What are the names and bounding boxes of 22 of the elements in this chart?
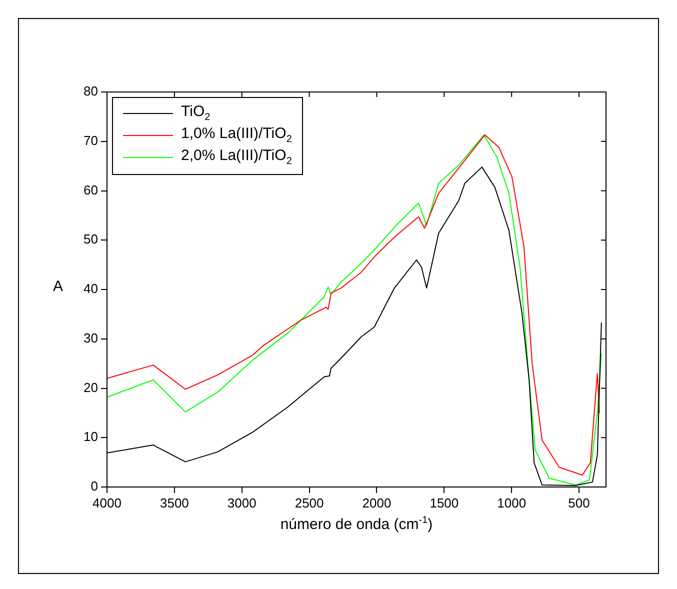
y-tick-label: 70 (84, 132, 98, 148)
legend-label: 1,0% La(III)/TiO$_{2}$ (181, 125, 292, 145)
y-tick-label: 20 (84, 380, 98, 395)
legend-label: TiO$_{2}$ (181, 103, 210, 123)
y-tick-label: 60 (84, 182, 98, 198)
y-tick-label: 80 (84, 84, 98, 99)
y-tick-label: 10 (84, 429, 98, 444)
y-tick-label: 50 (84, 232, 98, 247)
x-tick-label: 500 (568, 495, 590, 510)
x-tick-label: 2500 (294, 495, 324, 510)
x-tick-label: 3500 (160, 495, 189, 510)
x-tick-label: 1500 (430, 495, 459, 510)
x-tick-label: 3000 (227, 495, 256, 510)
y-axis-title: A (52, 278, 64, 295)
x-tick-label: 1000 (497, 495, 526, 510)
y-tick-label: 40 (84, 281, 98, 296)
x-tick-label: 4000 (92, 495, 122, 510)
x-tick-label: 2000 (362, 495, 392, 510)
y-tick-label: 0 (90, 478, 98, 494)
y-tick-label: 30 (84, 330, 98, 346)
legend-label: 2,0% La(III)/TiO$_{2}$ (181, 147, 292, 167)
x-axis-title: número de onda (cm$^{-1}$) (279, 515, 434, 533)
